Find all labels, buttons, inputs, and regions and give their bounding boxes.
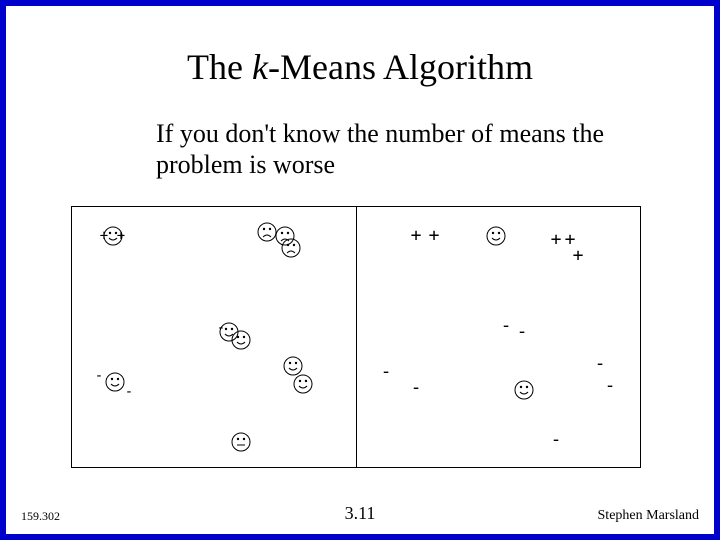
- face-smile-icon: [105, 372, 125, 392]
- callout-text: If you don't know the number of means th…: [156, 118, 616, 180]
- title-suffix: -Means Algorithm: [268, 47, 533, 87]
- slide-title: The k-Means Algorithm: [6, 46, 714, 88]
- face-smile-icon: [293, 374, 313, 394]
- minus-marker: -: [595, 355, 606, 373]
- minus-marker: -: [411, 379, 422, 397]
- plus-marker: +: [573, 247, 584, 265]
- minus-marker: -: [551, 431, 562, 449]
- face-smile-icon: [283, 356, 303, 376]
- face-flat-icon: [231, 432, 251, 452]
- slide-frame: The k-Means Algorithm If you don't know …: [0, 0, 720, 540]
- title-prefix: The: [187, 47, 252, 87]
- minus-marker: -: [605, 377, 616, 395]
- plus-marker: +: [411, 227, 422, 245]
- footer-slide-number: 3.11: [345, 503, 376, 524]
- face-smile-icon: [486, 226, 506, 246]
- minus-marker: -: [125, 385, 133, 399]
- minus-marker: -: [517, 323, 528, 341]
- plus-marker: +: [551, 231, 562, 249]
- minus-marker: -: [381, 363, 392, 381]
- plus-marker: +: [429, 227, 440, 245]
- minus-marker: -: [95, 369, 103, 383]
- face-frown-icon: [257, 222, 277, 242]
- face-frown-icon: [281, 238, 301, 258]
- title-k: k: [252, 47, 268, 87]
- footer-author: Stephen Marsland: [598, 508, 699, 524]
- face-smile-icon: [231, 330, 251, 350]
- face-smile-icon: [514, 380, 534, 400]
- face-smile-icon: [103, 226, 123, 246]
- footer-course-code: 159.302: [21, 509, 60, 524]
- minus-marker: -: [501, 317, 512, 335]
